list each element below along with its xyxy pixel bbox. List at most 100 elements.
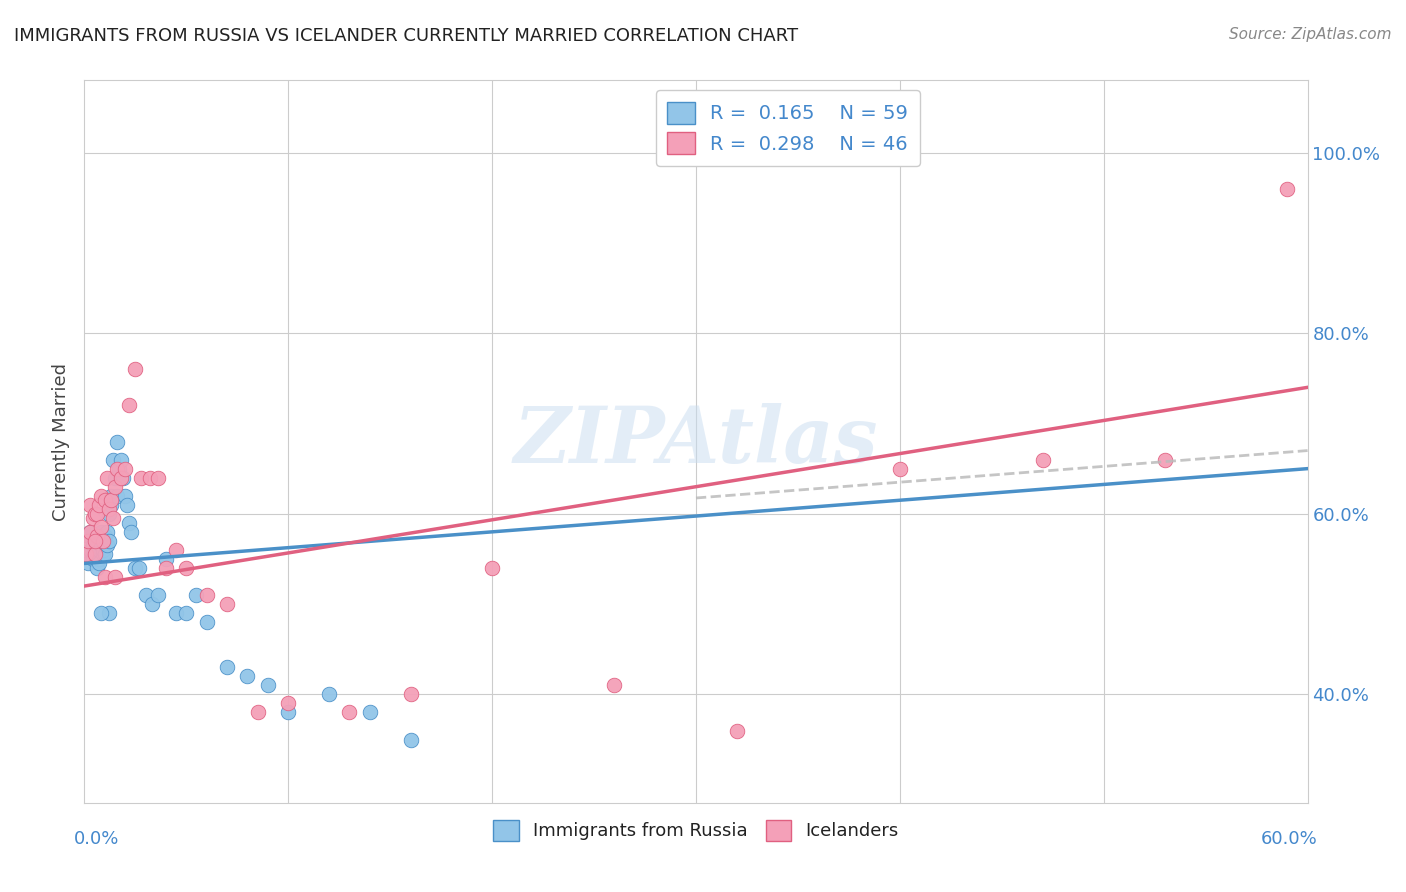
Point [108, 461, 131, 475]
Text: Source: ZipAtlas.com: Source: ZipAtlas.com [1229, 27, 1392, 42]
Point [155, 561, 177, 575]
Point [83, 533, 105, 548]
Text: 60.0%: 60.0% [1261, 830, 1317, 848]
Point [86, 538, 108, 552]
Point [93, 570, 115, 584]
Point [83, 507, 105, 521]
Point [93, 529, 115, 543]
Point [195, 615, 218, 630]
Point [82, 538, 104, 552]
Point [889, 461, 911, 475]
Point [118, 516, 141, 530]
Point [97, 606, 120, 620]
Point [318, 687, 340, 701]
Point [87, 552, 110, 566]
Point [86, 548, 108, 562]
Point [120, 524, 142, 539]
Legend: Immigrants from Russia, Icelanders: Immigrants from Russia, Icelanders [486, 813, 905, 848]
Point [105, 461, 128, 475]
Point [87, 542, 110, 557]
Point [114, 489, 136, 503]
Point [100, 498, 122, 512]
Point [91, 533, 114, 548]
Point [79, 524, 101, 539]
Point [77, 557, 100, 571]
Point [186, 588, 208, 602]
Point [236, 669, 259, 683]
Point [174, 561, 197, 575]
Point [83, 548, 105, 562]
Point [79, 524, 101, 539]
Point [138, 471, 160, 485]
Point [725, 723, 748, 738]
Text: ZIPAtlas: ZIPAtlas [513, 403, 879, 480]
Point [195, 588, 218, 602]
Point [83, 533, 105, 548]
Point [100, 489, 122, 503]
Point [96, 471, 118, 485]
Point [277, 706, 299, 720]
Point [90, 520, 112, 534]
Point [93, 493, 115, 508]
Point [217, 660, 239, 674]
Point [217, 597, 239, 611]
Point [86, 561, 108, 575]
Point [118, 398, 141, 412]
Point [277, 697, 299, 711]
Point [131, 471, 153, 485]
Point [128, 561, 150, 575]
Point [115, 498, 138, 512]
Point [75, 548, 97, 562]
Point [399, 732, 422, 747]
Point [146, 588, 169, 602]
Point [114, 461, 136, 475]
Point [75, 548, 97, 562]
Point [146, 471, 169, 485]
Point [83, 542, 105, 557]
Point [90, 538, 112, 552]
Y-axis label: Currently Married: Currently Married [52, 362, 70, 521]
Point [104, 471, 127, 485]
Point [93, 548, 115, 562]
Point [339, 706, 361, 720]
Point [90, 524, 112, 539]
Point [87, 498, 110, 512]
Point [112, 471, 135, 485]
Point [603, 678, 626, 692]
Point [90, 606, 112, 620]
Point [87, 557, 110, 571]
Point [79, 542, 101, 557]
Point [135, 588, 157, 602]
Point [399, 687, 422, 701]
Point [77, 533, 100, 548]
Point [101, 511, 124, 525]
Point [91, 548, 114, 562]
Point [82, 552, 104, 566]
Point [105, 489, 128, 503]
Point [96, 524, 118, 539]
Point [97, 502, 120, 516]
Point [91, 542, 114, 557]
Point [77, 529, 100, 543]
Point [257, 678, 280, 692]
Point [165, 606, 187, 620]
Point [90, 489, 112, 503]
Point [141, 597, 163, 611]
Point [82, 511, 104, 525]
Point [124, 362, 146, 376]
Point [155, 552, 177, 566]
Point [100, 493, 122, 508]
Point [104, 480, 127, 494]
Point [1154, 452, 1177, 467]
Point [110, 471, 132, 485]
Point [104, 570, 127, 584]
Point [86, 507, 108, 521]
Point [481, 561, 503, 575]
Point [96, 538, 118, 552]
Point [110, 452, 132, 467]
Point [97, 533, 120, 548]
Point [246, 706, 269, 720]
Point [91, 533, 114, 548]
Point [101, 452, 124, 467]
Point [124, 561, 146, 575]
